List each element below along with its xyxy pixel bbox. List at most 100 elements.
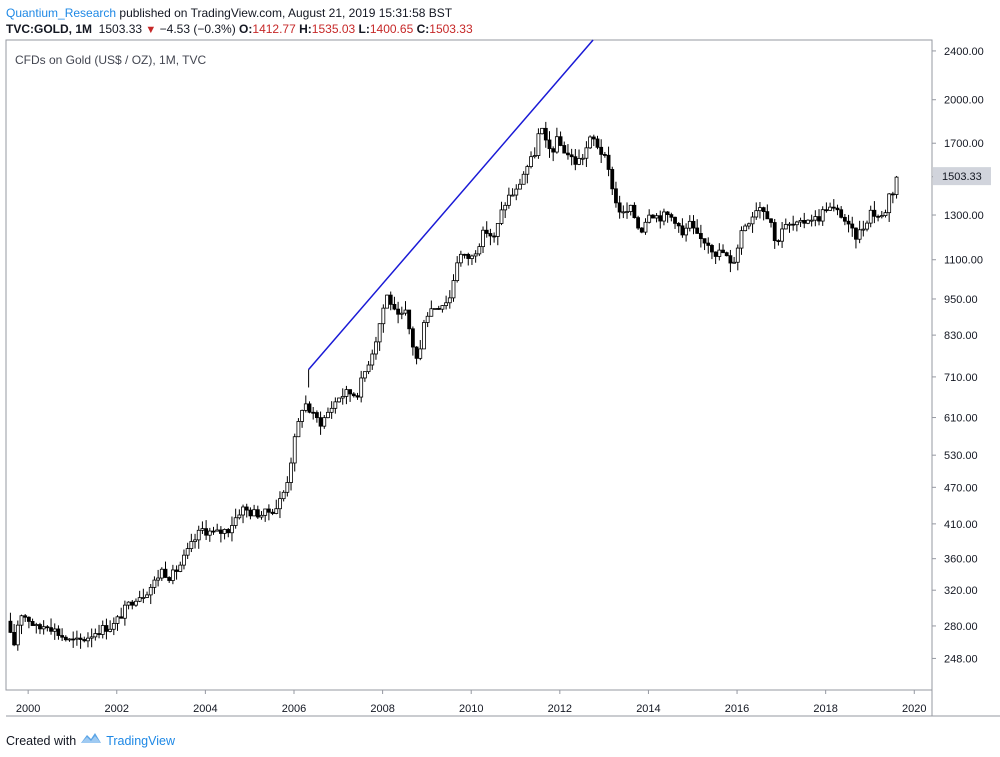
- tradingview-brand[interactable]: TradingView: [106, 733, 175, 748]
- candle-body: [828, 206, 832, 211]
- candle-body: [883, 212, 888, 216]
- candle-body: [26, 616, 31, 622]
- candle-body: [724, 252, 729, 257]
- x-tick-label: 2002: [105, 703, 129, 715]
- candle-body: [831, 206, 836, 209]
- candle-body: [167, 577, 172, 581]
- candle-body: [78, 637, 83, 640]
- candle-body: [226, 529, 231, 534]
- candles-layer: [8, 121, 899, 651]
- x-tick-label: 2020: [902, 703, 926, 715]
- candle-body: [861, 228, 866, 231]
- tradingview-logo-icon[interactable]: [80, 731, 102, 750]
- quote-line: TVC:GOLD, 1M 1503.33 ▼ −4.53 (−0.3%) O:1…: [6, 21, 473, 38]
- candle-body: [846, 220, 851, 225]
- candle-body: [362, 371, 367, 379]
- time-axis[interactable]: 2000 2002 2004 2006 2008 2010 2012 2014 2016 2018…: [16, 690, 927, 715]
- candle-body: [281, 491, 286, 500]
- candle-body: [436, 308, 441, 310]
- candle-body: [543, 127, 548, 141]
- candle-body: [300, 409, 305, 422]
- trendline-layer[interactable]: [308, 39, 594, 388]
- candle-body: [145, 594, 149, 598]
- candle-body: [765, 211, 770, 220]
- candle-body: [285, 482, 290, 493]
- candle-body: [403, 309, 408, 314]
- candle-body: [455, 262, 460, 282]
- y-tick-label: 280.00: [944, 621, 978, 633]
- candle-body: [868, 209, 873, 224]
- last-price-label: 1503.33: [942, 171, 982, 183]
- candle-body: [204, 528, 209, 536]
- candle-body: [451, 280, 456, 299]
- x-tick-label: 2014: [636, 703, 660, 715]
- trendline[interactable]: [308, 39, 594, 370]
- price-axis[interactable]: 248.00 280.00 320.00 360.00 410.00 470.00 530.…: [932, 46, 984, 666]
- high-value: 1535.03: [311, 22, 356, 36]
- candle-body: [108, 628, 113, 632]
- author-link[interactable]: Quantium_Research: [6, 6, 117, 20]
- candle-body: [60, 635, 65, 638]
- candle-body: [414, 346, 419, 359]
- y-tick-label: 830.00: [944, 330, 978, 342]
- down-arrow-icon: ▼: [145, 24, 157, 36]
- candle-body: [348, 389, 353, 395]
- candle-body: [278, 498, 282, 510]
- candle-body: [536, 133, 541, 156]
- candle-body: [86, 637, 90, 642]
- close-label: C:: [416, 22, 430, 36]
- candle-body: [425, 315, 430, 323]
- candle-body: [562, 145, 567, 154]
- candle-body: [569, 154, 574, 158]
- candle-body: [182, 554, 186, 566]
- candle-body: [518, 183, 522, 190]
- candle-body: [739, 230, 744, 249]
- candle-body: [193, 539, 197, 542]
- candle-body: [835, 207, 840, 211]
- candle-body: [67, 638, 72, 641]
- candle-body: [780, 228, 784, 242]
- x-tick-label: 2004: [193, 703, 217, 715]
- candle-body: [355, 395, 360, 398]
- candle-body: [466, 253, 471, 259]
- candle-body: [15, 624, 20, 646]
- x-tick-label: 2008: [370, 703, 394, 715]
- candle-body: [418, 348, 423, 359]
- y-tick-label: 248.00: [944, 653, 978, 665]
- candle-body: [658, 215, 663, 222]
- created-with-text: Created with: [6, 733, 77, 748]
- candle-body: [63, 636, 68, 641]
- candle-body: [872, 209, 877, 217]
- candle-body: [547, 139, 552, 150]
- x-tick-label: 2018: [813, 703, 837, 715]
- candle-body: [41, 626, 46, 630]
- candle-body: [170, 569, 175, 581]
- candle-body: [573, 156, 578, 165]
- candle-body: [52, 628, 57, 632]
- published-text: published on TradingView.com, August 21,…: [119, 6, 453, 20]
- candle-body: [263, 508, 268, 516]
- candle-body: [602, 154, 607, 156]
- candle-body: [879, 215, 884, 218]
- candle-body: [126, 601, 131, 606]
- candle-body: [152, 579, 157, 588]
- candle-body: [447, 297, 452, 304]
- high-label: H:: [299, 22, 312, 36]
- y-tick-label: 360.00: [944, 554, 978, 566]
- candle-body: [49, 627, 53, 632]
- candle-body: [554, 136, 559, 153]
- candle-body: [156, 577, 161, 581]
- candle-body: [558, 136, 563, 146]
- candle-body: [492, 235, 497, 238]
- x-tick-label: 2010: [459, 703, 483, 715]
- candle-body: [141, 597, 146, 599]
- candle-body: [702, 238, 707, 244]
- candle-body: [248, 509, 253, 517]
- candle-body: [529, 156, 533, 167]
- candle-body: [326, 411, 330, 419]
- candle-body: [650, 214, 655, 219]
- y-tick-label: 2400.00: [944, 46, 984, 58]
- candle-body: [717, 249, 722, 257]
- candle-body: [481, 229, 485, 248]
